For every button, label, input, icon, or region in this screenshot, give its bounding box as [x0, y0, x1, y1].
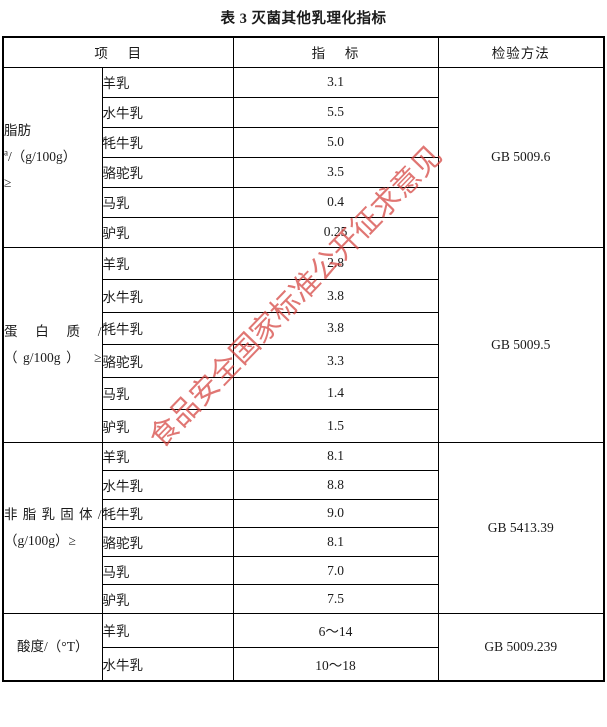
table-row: 蛋 白 质 / （g/100g） ≥ 羊乳 2.8 GB 5009.5	[2, 246, 605, 443]
header-item: 项 目	[2, 36, 234, 68]
indicator-value-cell: 7.5	[232, 584, 439, 615]
section-label-nonfat-solids: 非 脂 乳 固 体 / （g/100g）≥	[2, 441, 103, 615]
indicator-value-cell: 6～14	[232, 613, 439, 648]
page-title: 表 3 灭菌其他乳理化指标	[220, 11, 387, 27]
indicator-value-cell: 5.0	[232, 126, 439, 158]
table-row: 牦牛乳 9.0	[3, 498, 604, 529]
indicator-value-cell: 2.8	[232, 246, 439, 280]
milk-type-cell: 马乳	[101, 555, 234, 586]
table-row: 马乳 0.4	[3, 186, 604, 218]
milk-type-cell: 驴乳	[101, 216, 234, 248]
table-row: 水牛乳 10～18	[3, 646, 604, 682]
indicator-value-cell: 3.8	[232, 311, 439, 345]
table-row: 水牛乳 3.8	[3, 279, 604, 313]
milk-type-cell: 牦牛乳	[101, 126, 234, 158]
milk-type-cell: 驴乳	[101, 409, 234, 443]
section-label-line1: 蛋 白 质 /	[4, 323, 102, 339]
table-row: 驴乳 0.25	[3, 216, 604, 248]
table-row: 骆驼乳 3.3	[3, 344, 604, 378]
milk-type-cell: 马乳	[101, 376, 234, 410]
milk-type-cell: 羊乳	[101, 246, 234, 280]
milk-type-cell: 水牛乳	[101, 646, 234, 682]
indicator-value-cell: 10～18	[232, 646, 439, 682]
footnote-marker: a	[4, 147, 8, 158]
milk-type-cell: 水牛乳	[101, 470, 234, 500]
indicator-value-cell: 0.25	[232, 216, 439, 248]
method-cell-acidity: GB 5009.239	[437, 613, 605, 682]
table-row: 骆驼乳 8.1	[3, 527, 604, 557]
milk-type-cell: 羊乳	[101, 66, 234, 98]
indicator-value-cell: 1.4	[232, 376, 439, 410]
section-label-line2: （g/100g）≥	[4, 532, 76, 548]
method-cell-fat: GB 5009.6	[437, 66, 605, 248]
indicator-value-cell: 0.4	[232, 186, 439, 218]
section-label-line1: 非 脂 乳 固 体 /	[4, 506, 102, 522]
method-cell-protein: GB 5009.5	[437, 246, 605, 443]
table-row: 酸度/（°T） 羊乳 6～14 GB 5009.239	[2, 613, 605, 682]
table-row: 脂肪a/（g/100g） ≥ 羊乳 3.1 GB 5009.6	[2, 66, 605, 248]
milk-type-cell: 牦牛乳	[101, 311, 234, 345]
milk-type-cell: 牦牛乳	[101, 498, 234, 529]
indicator-value-cell: 1.5	[232, 409, 439, 443]
indicator-value-cell: 8.1	[232, 527, 439, 557]
section-label-fat: 脂肪a/（g/100g） ≥	[2, 66, 103, 248]
milk-type-cell: 羊乳	[101, 613, 234, 648]
indicator-value-cell: 3.5	[232, 156, 439, 188]
milk-type-cell: 驴乳	[101, 584, 234, 615]
indicator-value-cell: 9.0	[232, 498, 439, 529]
indicator-table: 项 目 指 标 检验方法 脂肪a/（g/100g） ≥ 羊乳 3.1 GB 50…	[2, 36, 605, 682]
table-row: 驴乳 7.5	[3, 584, 604, 615]
table-header-row: 项 目 指 标 检验方法	[2, 36, 605, 68]
section-label-line2: ≥	[4, 175, 12, 190]
table-row: 牦牛乳 5.0	[3, 126, 604, 158]
indicator-value-cell: 8.1	[232, 441, 439, 472]
indicator-value-cell: 3.3	[232, 344, 439, 378]
table-row: 牦牛乳 3.8	[3, 311, 604, 345]
indicator-value-cell: 3.8	[232, 279, 439, 313]
table-row: 驴乳 1.5	[3, 409, 604, 443]
section-label-line1: 酸度/（°T）	[17, 638, 89, 654]
section-label-line1: 脂肪a/（g/100g）	[4, 123, 77, 164]
header-indicator: 指 标	[232, 36, 439, 68]
milk-type-cell: 水牛乳	[101, 279, 234, 313]
table-row: 水牛乳 5.5	[3, 96, 604, 128]
table-row: 水牛乳 8.8	[3, 470, 604, 500]
table-row: 非 脂 乳 固 体 / （g/100g）≥ 羊乳 8.1 GB 5413.39	[2, 441, 605, 615]
milk-type-cell: 骆驼乳	[101, 527, 234, 557]
indicator-value-cell: 7.0	[232, 555, 439, 586]
table-row: 骆驼乳 3.5	[3, 156, 604, 188]
milk-type-cell: 骆驼乳	[101, 344, 234, 378]
indicator-value-cell: 5.5	[232, 96, 439, 128]
milk-type-cell: 水牛乳	[101, 96, 234, 128]
milk-type-cell: 羊乳	[101, 441, 234, 472]
header-method: 检验方法	[437, 36, 605, 68]
indicator-value-cell: 3.1	[232, 66, 439, 98]
indicator-value-cell: 8.8	[232, 470, 439, 500]
milk-type-cell: 骆驼乳	[101, 156, 234, 188]
milk-type-cell: 马乳	[101, 186, 234, 218]
section-label-line2: （g/100g） ≥	[4, 349, 102, 365]
section-label-protein: 蛋 白 质 / （g/100g） ≥	[2, 246, 103, 443]
method-cell-nonfat-solids: GB 5413.39	[437, 441, 605, 615]
section-label-acidity: 酸度/（°T）	[2, 613, 103, 682]
